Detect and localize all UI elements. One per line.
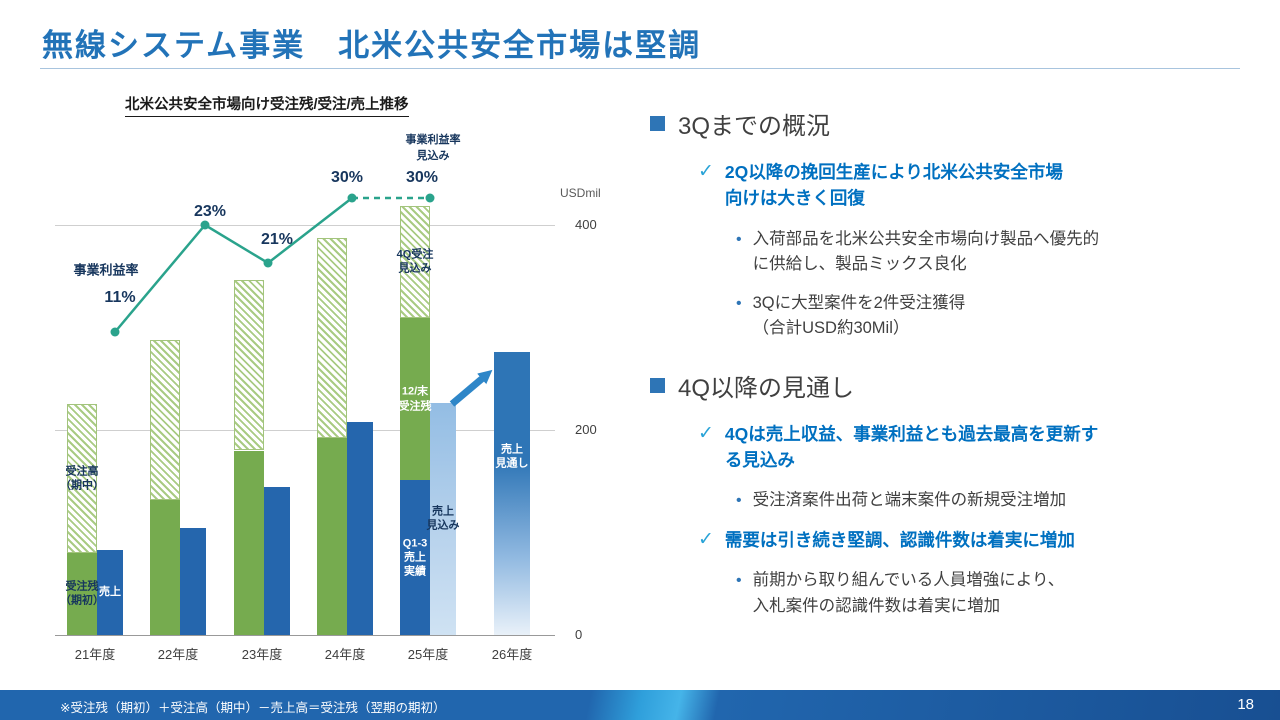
bar-value-label: 4Q受注 見込み — [396, 248, 434, 275]
profit-margin-series-label: 事業利益率 — [73, 262, 139, 278]
profit-margin-point — [263, 258, 273, 268]
check-icon: ✓ — [698, 528, 714, 550]
bar-segment-hatch — [150, 339, 180, 500]
bar-segment-hatch — [317, 238, 347, 439]
bar-segment-green — [317, 438, 347, 635]
x-axis-category-label: 22年度 — [157, 647, 199, 662]
bar-blue — [347, 421, 373, 635]
page-title: 無線システム事業 北米公共安全市場は堅調 — [42, 28, 702, 63]
section-heading: 3Qまでの概況 — [650, 106, 1260, 141]
bar-segment-green — [67, 553, 97, 635]
profit-margin-forecast-label: 事業利益率 見込み — [405, 134, 461, 162]
item-text: 2Q以降の挽回生産により北米公共安全市場 向けは大きく回復 — [724, 162, 1063, 209]
title-divider — [40, 68, 1240, 69]
bar-segment-blue — [400, 480, 430, 635]
item-text: 4Qは売上収益、事業利益とも過去最高を更新す る見込み — [724, 423, 1099, 470]
bullet-icon: • — [736, 230, 742, 248]
bar-segment-hatch — [400, 205, 430, 319]
profit-margin-point — [110, 327, 120, 337]
x-axis-category-label: 24年度 — [324, 647, 366, 662]
check-item: ✓ 需要は引き続き堅調、認識件数は着実に増加 — [650, 527, 1260, 553]
y-axis-tick-label: 400 — [575, 217, 597, 232]
bullet-item: • 入荷部品を北米公共安全市場向け製品へ優先的 に供給し、製品ミックス良化 — [650, 227, 1260, 278]
bullet-item: • 受注済案件出荷と端末案件の新規受注増加 — [650, 488, 1260, 514]
item-text: 需要は引き続き堅調、認識件数は着実に増加 — [724, 529, 1075, 550]
profit-margin-value-label: 30% — [405, 169, 439, 186]
profit-margin-point — [425, 193, 435, 203]
bar-value-label: Q1-3 売上 実績 — [402, 537, 428, 578]
item-text: 入荷部品を北米公共安全市場向け製品へ優先的 に供給し、製品ミックス良化 — [752, 229, 1100, 274]
footer-note: ※受注残（期初）＋受注高（期中）－売上高＝受注残（翌期の期初） — [60, 701, 446, 715]
gridline — [55, 225, 555, 226]
bar-segment-green — [234, 450, 264, 635]
bar-blue — [264, 487, 290, 635]
bar-segment-hatch — [67, 404, 97, 553]
profit-margin-value-label: 30% — [330, 169, 364, 186]
bar-blue — [180, 528, 206, 635]
item-text: 3Qに大型案件を2件受注獲得 （合計USD約30Mil） — [752, 293, 966, 338]
text-panel: 3Qまでの概況 ✓ 2Q以降の挽回生産により北米公共安全市場 向けは大きく回復 • 入荷… — [650, 106, 1260, 645]
section-heading: 4Q以降の見通し — [650, 368, 1260, 403]
bar-segment-green — [400, 318, 430, 481]
y-axis-tick-label: 0 — [575, 627, 583, 642]
bar-value-label: 売上 見通し — [495, 443, 529, 470]
content-section: 3Qまでの概況 ✓ 2Q以降の挽回生産により北米公共安全市場 向けは大きく回復 • 入荷… — [650, 106, 1260, 342]
item-text: 受注済案件出荷と端末案件の新規受注増加 — [752, 491, 1067, 510]
profit-margin-value-label: 11% — [104, 289, 136, 306]
bar-segment-green — [150, 499, 180, 635]
bullet-icon: • — [736, 294, 742, 312]
section-heading-text: 4Q以降の見通し — [678, 374, 855, 402]
bullet-icon: • — [736, 572, 742, 590]
profit-margin-value-label: 21% — [260, 231, 294, 248]
bar-lightblue — [430, 403, 456, 635]
square-bullet-icon — [650, 116, 665, 131]
check-item: ✓ 4Qは売上収益、事業利益とも過去最高を更新す る見込み — [650, 421, 1260, 474]
bar-value-label: 売上 — [99, 586, 121, 599]
bar-chart: 0 200 400 USDmil 受注残 （期初） 受注高 （期中） 売上 21年度 22年度 2… — [40, 85, 640, 685]
content-section: 4Q以降の見通し ✓ 4Qは売上収益、事業利益とも過去最高を更新す る見込み • 受注済… — [650, 368, 1260, 619]
bullet-item: • 前期から取り組んでいる人員増強により、 入札案件の認識件数は着実に増加 — [650, 568, 1260, 619]
page-number: 18 — [1237, 696, 1254, 713]
bullet-item: • 3Qに大型案件を2件受注獲得 （合計USD約30Mil） — [650, 291, 1260, 342]
gridline — [55, 430, 555, 431]
chart-title: 北米公共安全市場向け受注残/受注/売上推移 — [125, 93, 409, 117]
check-item: ✓ 2Q以降の挽回生産により北米公共安全市場 向けは大きく回復 — [650, 159, 1260, 212]
y-axis-unit-label: USDmil — [560, 186, 601, 200]
bullet-icon: • — [736, 492, 742, 510]
bar-value-label: 12/末 受注残 — [398, 385, 432, 413]
square-bullet-icon — [650, 377, 665, 393]
bar-value-label: 受注残 （期初） — [60, 580, 104, 607]
bar-segment-hatch — [234, 280, 264, 451]
footer: ※受注残（期初）＋受注高（期中）－売上高＝受注残（翌期の期初） 18 — [0, 690, 1280, 720]
y-axis-tick-label: 200 — [575, 422, 597, 437]
x-axis-line — [55, 635, 555, 636]
profit-margin-point — [347, 193, 357, 203]
growth-arrow-icon — [449, 369, 493, 407]
check-icon: ✓ — [698, 422, 714, 444]
bar-value-label: 受注高 （期中） — [60, 465, 104, 492]
bar-value-label: 売上 見込み — [426, 505, 460, 533]
check-icon: ✓ — [698, 161, 714, 182]
section-heading-text: 3Qまでの概況 — [678, 113, 831, 140]
x-axis-category-label: 23年度 — [241, 647, 283, 662]
bar-bluegrad — [494, 352, 530, 635]
x-axis-category-label: 25年度 — [407, 647, 449, 662]
item-text: 前期から取り組んでいる人員増強により、 入札案件の認識件数は着実に増加 — [752, 571, 1065, 615]
x-axis-category-label: 21年度 — [74, 647, 116, 662]
x-axis-category-label: 26年度 — [491, 647, 533, 662]
bar-blue — [97, 549, 123, 635]
profit-margin-value-label: 23% — [193, 203, 227, 220]
